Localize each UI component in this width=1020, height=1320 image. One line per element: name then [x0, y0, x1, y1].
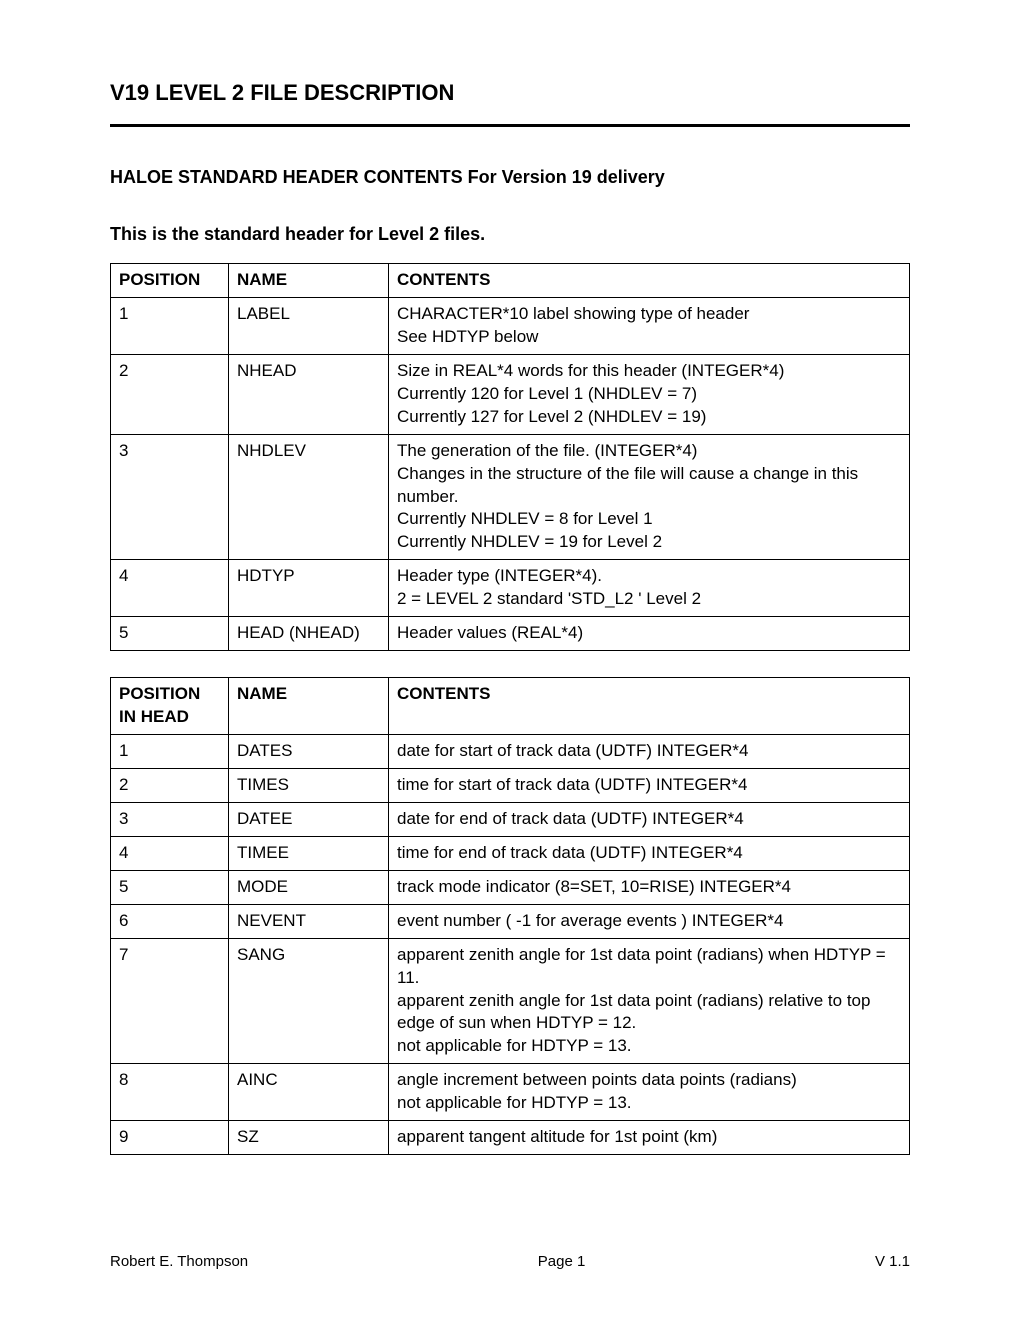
- cell-position: 2: [111, 354, 229, 434]
- cell-contents: event number ( -1 for average events ) I…: [389, 904, 910, 938]
- cell-position: 5: [111, 617, 229, 651]
- table-row: 4TIMEEtime for end of track data (UDTF) …: [111, 836, 910, 870]
- cell-name: SZ: [229, 1121, 389, 1155]
- table-row: 5HEAD (NHEAD)Header values (REAL*4): [111, 617, 910, 651]
- table-header-row: POSITION NAME CONTENTS: [111, 264, 910, 298]
- table-header-row: POSITION IN HEAD NAME CONTENTS: [111, 678, 910, 735]
- cell-contents: apparent tangent altitude for 1st point …: [389, 1121, 910, 1155]
- section-title: HALOE STANDARD HEADER CONTENTS For Versi…: [110, 167, 910, 188]
- table-row: 2TIMEStime for start of track data (UDTF…: [111, 768, 910, 802]
- cell-position: 2: [111, 768, 229, 802]
- col-header-position-in-head: POSITION IN HEAD: [111, 678, 229, 735]
- cell-position: 4: [111, 836, 229, 870]
- cell-position: 3: [111, 802, 229, 836]
- cell-contents: The generation of the file. (INTEGER*4) …: [389, 434, 910, 560]
- title-divider: [110, 124, 910, 127]
- footer-version: V 1.1: [875, 1253, 910, 1270]
- cell-name: DATES: [229, 735, 389, 769]
- cell-name: NEVENT: [229, 904, 389, 938]
- cell-position: 3: [111, 434, 229, 560]
- cell-contents: Header type (INTEGER*4). 2 = LEVEL 2 sta…: [389, 560, 910, 617]
- cell-position: 4: [111, 560, 229, 617]
- cell-contents: apparent zenith angle for 1st data point…: [389, 938, 910, 1064]
- table-row: 9SZapparent tangent altitude for 1st poi…: [111, 1121, 910, 1155]
- footer-author: Robert E. Thompson: [110, 1253, 248, 1270]
- cell-contents: Header values (REAL*4): [389, 617, 910, 651]
- table-row: 8AINCangle increment between points data…: [111, 1064, 910, 1121]
- cell-contents: time for start of track data (UDTF) INTE…: [389, 768, 910, 802]
- cell-name: NHDLEV: [229, 434, 389, 560]
- cell-name: AINC: [229, 1064, 389, 1121]
- table-row: 7SANGapparent zenith angle for 1st data …: [111, 938, 910, 1064]
- footer-page-number: Page 1: [538, 1253, 586, 1270]
- cell-name: TIMEE: [229, 836, 389, 870]
- cell-name: DATEE: [229, 802, 389, 836]
- header-table-2: POSITION IN HEAD NAME CONTENTS 1DATESdat…: [110, 677, 910, 1155]
- col-header-name: NAME: [229, 264, 389, 298]
- cell-position: 5: [111, 870, 229, 904]
- cell-position: 1: [111, 735, 229, 769]
- cell-position: 6: [111, 904, 229, 938]
- cell-contents: date for start of track data (UDTF) INTE…: [389, 735, 910, 769]
- table-row: 5MODEtrack mode indicator (8=SET, 10=RIS…: [111, 870, 910, 904]
- cell-contents: CHARACTER*10 label showing type of heade…: [389, 297, 910, 354]
- table-row: 1LABELCHARACTER*10 label showing type of…: [111, 297, 910, 354]
- cell-name: MODE: [229, 870, 389, 904]
- cell-name: SANG: [229, 938, 389, 1064]
- cell-contents: track mode indicator (8=SET, 10=RISE) IN…: [389, 870, 910, 904]
- cell-position: 1: [111, 297, 229, 354]
- cell-position: 9: [111, 1121, 229, 1155]
- cell-name: TIMES: [229, 768, 389, 802]
- table-row: 1DATESdate for start of track data (UDTF…: [111, 735, 910, 769]
- table-row: 2NHEADSize in REAL*4 words for this head…: [111, 354, 910, 434]
- document-title: V19 LEVEL 2 FILE DESCRIPTION: [110, 80, 910, 106]
- col-header-name: NAME: [229, 678, 389, 735]
- cell-position: 7: [111, 938, 229, 1064]
- col-header-contents: CONTENTS: [389, 264, 910, 298]
- cell-name: HDTYP: [229, 560, 389, 617]
- table-row: 3NHDLEVThe generation of the file. (INTE…: [111, 434, 910, 560]
- header-table-1: POSITION NAME CONTENTS 1LABELCHARACTER*1…: [110, 263, 910, 651]
- col-header-contents: CONTENTS: [389, 678, 910, 735]
- cell-position: 8: [111, 1064, 229, 1121]
- page-footer: Robert E. Thompson Page 1 V 1.1: [110, 1253, 910, 1270]
- cell-name: HEAD (NHEAD): [229, 617, 389, 651]
- cell-contents: time for end of track data (UDTF) INTEGE…: [389, 836, 910, 870]
- cell-name: NHEAD: [229, 354, 389, 434]
- table-row: 3DATEEdate for end of track data (UDTF) …: [111, 802, 910, 836]
- cell-contents: date for end of track data (UDTF) INTEGE…: [389, 802, 910, 836]
- col-header-position: POSITION: [111, 264, 229, 298]
- cell-contents: Size in REAL*4 words for this header (IN…: [389, 354, 910, 434]
- cell-contents: angle increment between points data poin…: [389, 1064, 910, 1121]
- document-page: V19 LEVEL 2 FILE DESCRIPTION HALOE STAND…: [0, 0, 1020, 1320]
- table-row: 6NEVENTevent number ( -1 for average eve…: [111, 904, 910, 938]
- cell-name: LABEL: [229, 297, 389, 354]
- subtitle: This is the standard header for Level 2 …: [110, 224, 910, 245]
- table-row: 4HDTYPHeader type (INTEGER*4). 2 = LEVEL…: [111, 560, 910, 617]
